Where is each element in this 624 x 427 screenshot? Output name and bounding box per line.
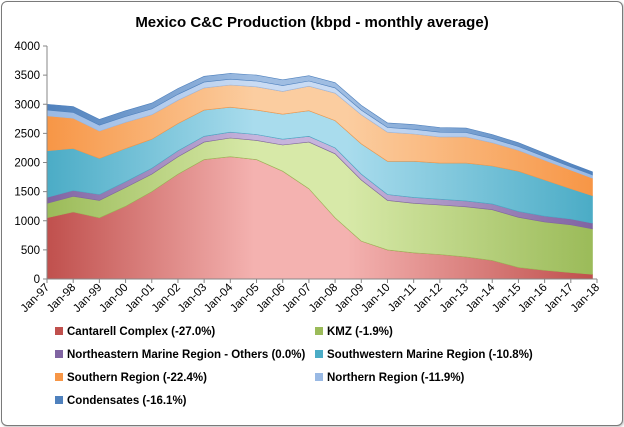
legend-label-condensates: Condensates (-16.1%): [67, 395, 187, 407]
legend-swatch-kmz: [315, 327, 323, 335]
y-tick-label: 0: [34, 274, 40, 286]
x-tick-label: Jan-18: [569, 282, 602, 315]
stacked-areas: [46, 73, 593, 280]
area-condensates: [46, 73, 593, 176]
legend-label-northern-region: Northern Region (-11.9%): [327, 372, 465, 384]
y-tick-label: 1500: [14, 187, 40, 199]
legend-label-southern-region: Southern Region (-22.4%): [67, 372, 207, 384]
x-tick-label: Jan-10: [359, 282, 392, 315]
legend-swatch-southwestern-marine-region: [315, 350, 323, 358]
chart-title: Mexico C&C Production (kbpd - monthly av…: [135, 14, 488, 31]
legend-swatch-northeastern-marine-region-others: [55, 350, 63, 358]
y-tick-label: 500: [21, 245, 40, 257]
y-tick-label: 4000: [14, 41, 40, 53]
legend-swatch-northern-region: [315, 373, 323, 381]
legend-swatch-cantarell-complex: [55, 327, 63, 335]
legend-label-cantarell-complex: Cantarell Complex (-27.0%): [67, 326, 215, 338]
y-tick-label: 3000: [14, 99, 40, 111]
y-tick-label: 2500: [14, 128, 40, 140]
legend: Cantarell Complex (-27.0%) KMZ (-1.9%) Nor…: [55, 326, 533, 407]
legend-label-southwestern-marine-region: Southwestern Marine Region (-10.8%): [327, 349, 533, 361]
legend-label-northeastern-marine-region-others: Northeastern Marine Region - Others (0.0…: [67, 349, 306, 361]
y-tick-label: 2000: [14, 158, 40, 170]
legend-swatch-condensates: [55, 396, 63, 404]
legend-swatch-southern-region: [55, 373, 63, 381]
y-tick-label: 1000: [14, 216, 40, 228]
y-tick-label: 3500: [14, 70, 40, 82]
legend-label-kmz: KMZ (-1.9%): [327, 326, 393, 338]
